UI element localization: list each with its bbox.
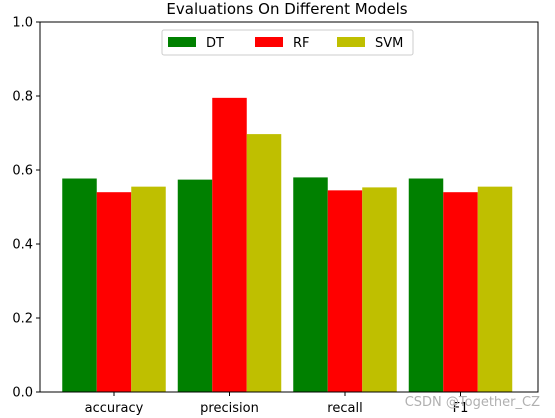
legend-label-dt: DT <box>206 36 224 51</box>
x-tick-label-recall: recall <box>327 401 362 416</box>
legend-swatch-svm <box>337 37 365 47</box>
watermark-text: CSDN @Together_CZ <box>405 395 540 410</box>
y-tick-label: 0.8 <box>12 90 33 105</box>
chart-title: Evaluations On Different Models <box>166 0 407 18</box>
legend-swatch-dt <box>168 37 196 47</box>
bar-rf-recall <box>327 190 363 392</box>
legend-box <box>161 29 414 56</box>
x-tick-label-accuracy: accuracy <box>85 401 144 416</box>
bar-rf-precision <box>212 97 247 392</box>
y-tick-label: 1.0 <box>12 16 33 31</box>
x-tick-label-f1: F1 <box>453 401 469 416</box>
y-tick-label: 0.0 <box>12 386 33 401</box>
y-tick-label: 0.4 <box>12 238 33 253</box>
legend: DT RF SVM <box>161 29 414 56</box>
bar-svm-precision <box>246 134 282 393</box>
bar-dt-accuracy <box>62 178 97 392</box>
legend-label-svm: SVM <box>375 36 403 51</box>
bar-svm-recall <box>362 187 397 392</box>
x-tick-label-precision: precision <box>200 401 259 416</box>
legend-label-rf: RF <box>293 36 310 51</box>
bar-dt-f1 <box>408 178 444 392</box>
y-axis: 0.0 0.2 0.4 0.6 0.8 1.0 <box>12 16 40 401</box>
y-tick-label: 0.6 <box>12 164 33 179</box>
bar-dt-recall <box>293 177 328 392</box>
bars-group <box>62 97 513 393</box>
y-tick-label: 0.2 <box>12 312 33 327</box>
bar-dt-precision <box>177 179 213 392</box>
x-axis: accuracy precision recall F1 <box>85 392 469 416</box>
bar-svm-f1 <box>477 186 513 392</box>
bar-rf-accuracy <box>96 192 132 392</box>
bar-svm-accuracy <box>131 186 166 392</box>
bar-rf-f1 <box>443 192 478 392</box>
plot-frame <box>39 21 539 393</box>
legend-swatch-rf <box>255 37 283 47</box>
